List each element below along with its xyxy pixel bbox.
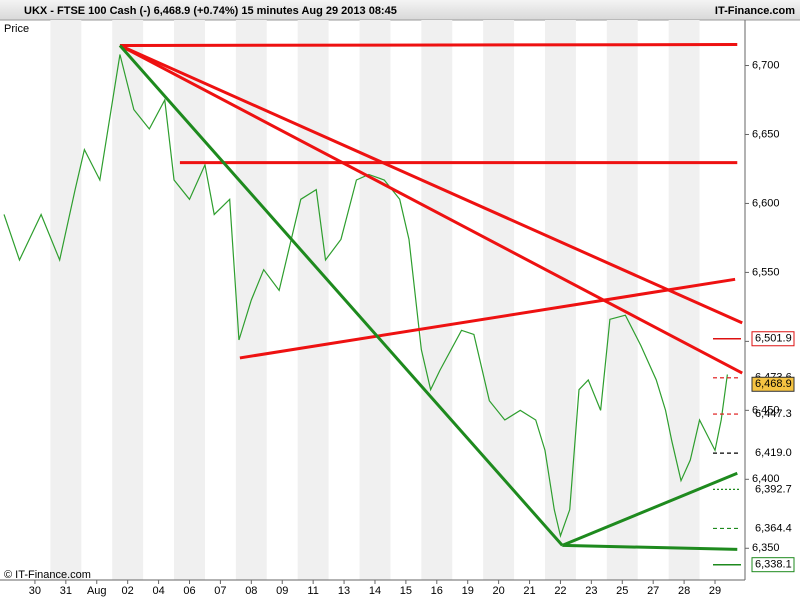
trendline [562,543,738,551]
price-box [751,376,795,392]
trendline [561,471,738,547]
x-tick-label: 07 [214,585,226,597]
trendline [119,44,743,375]
x-tick-label: 29 [709,585,721,597]
y-tick-label: 6,650 [752,128,780,140]
x-tick-label: 04 [152,585,164,597]
copyright: © IT-Finance.com [4,569,91,581]
x-tick-label: 09 [276,585,288,597]
brand: IT-Finance.com [715,5,795,17]
day-stripe [297,20,329,580]
x-tick-label: 06 [183,585,195,597]
price-label: 6,447.3 [755,408,792,420]
x-tick-label: 28 [678,585,690,597]
price-label: 6,364.4 [755,522,792,534]
price-box [751,557,795,573]
price-box [751,331,795,347]
y-tick-label: 6,350 [752,542,780,554]
price-label: 6,338.1 [755,559,792,571]
x-tick-label: 27 [647,585,659,597]
x-tick-label: Aug [87,585,107,597]
header-bar [0,0,800,20]
x-tick-label: 08 [245,585,257,597]
day-stripe [174,20,205,580]
chart-title: UKX - FTSE 100 Cash (-) 6,468.9 (+0.74%)… [24,5,397,17]
day-stripe [50,20,82,580]
x-tick-label: 20 [492,585,504,597]
day-stripe [483,20,515,580]
price-label: 6,501.9 [755,333,792,345]
x-tick-label: 15 [400,585,412,597]
price-label: 6,419.0 [755,447,792,459]
x-tick-label: 14 [369,585,381,597]
trendline [239,277,736,360]
x-tick-label: 16 [431,585,443,597]
day-stripe [112,20,144,580]
day-stripe [359,20,391,580]
x-tick-label: 13 [338,585,350,597]
x-tick-label: 23 [585,585,597,597]
x-tick-label: 19 [462,585,474,597]
x-tick-label: 31 [60,585,72,597]
price-label: 6,392.7 [755,483,792,495]
y-tick-label: 6,400 [752,473,780,485]
y-tick-label: 6,450 [752,404,780,416]
x-tick-label: 22 [554,585,566,597]
y-tick-label: 6,700 [752,59,780,71]
x-tick-label: 02 [122,585,134,597]
y-tick-label: 6,600 [752,197,780,209]
price-line [3,54,728,538]
trendline [118,44,564,547]
price-label: 6,468.9 [755,378,792,390]
day-stripe [421,20,453,580]
y-label: Price [4,23,29,35]
trendline [119,43,738,48]
x-tick-label: 11 [307,585,318,597]
x-tick-label: 25 [616,585,628,597]
trendline [119,44,743,325]
x-tick-label: 30 [29,585,41,597]
x-tick-label: 21 [523,585,535,597]
y-tick-label: 6,550 [752,266,780,278]
